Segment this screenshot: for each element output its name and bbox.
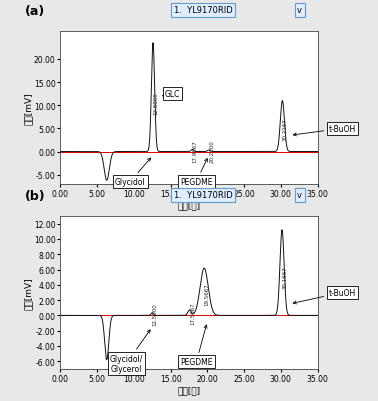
X-axis label: 시간[분]: 시간[분]: [177, 385, 201, 395]
Text: 17.9667: 17.9667: [193, 140, 198, 162]
Y-axis label: 전압[mV]: 전압[mV]: [23, 276, 33, 309]
Text: t-BuOH: t-BuOH: [293, 125, 356, 137]
Text: Glycidol/
Glycerol: Glycidol/ Glycerol: [110, 330, 150, 373]
Text: t-BuOH: t-BuOH: [293, 288, 356, 304]
Text: 17.5667: 17.5667: [190, 302, 195, 324]
Text: 30.1667: 30.1667: [282, 266, 287, 289]
Text: v: v: [297, 190, 302, 200]
Text: PEGDME: PEGDME: [180, 159, 212, 186]
Text: PEGDME: PEGDME: [180, 325, 212, 367]
Text: 19.5667: 19.5667: [204, 283, 209, 306]
Text: (b): (b): [25, 189, 45, 202]
Text: 12.5000: 12.5000: [153, 303, 158, 326]
Text: (a): (a): [25, 5, 45, 18]
Text: Glycidol: Glycidol: [115, 159, 150, 186]
Text: 12.6000: 12.6000: [153, 92, 158, 115]
X-axis label: 시간[분]: 시간[분]: [177, 201, 201, 210]
Text: GLC: GLC: [162, 90, 180, 99]
Text: 20.2000: 20.2000: [209, 140, 214, 163]
Text: 1.  YL9170RID: 1. YL9170RID: [174, 190, 232, 200]
Text: 1.  YL9170RID: 1. YL9170RID: [174, 6, 232, 15]
Text: 30.2167: 30.2167: [283, 118, 288, 141]
Y-axis label: 전압[mV]: 전압[mV]: [23, 92, 33, 125]
Text: v: v: [297, 6, 302, 15]
